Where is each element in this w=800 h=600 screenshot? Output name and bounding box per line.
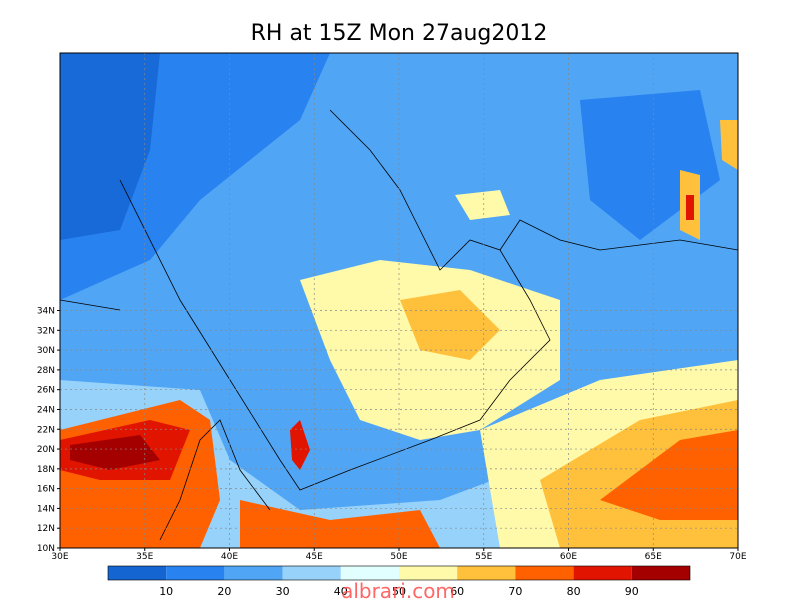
x-tick-label: 40E [221, 552, 238, 562]
colorbar-label: 10 [159, 585, 173, 598]
colorbar-swatch [108, 566, 167, 580]
x-tick-label: 30E [51, 552, 68, 562]
x-tick-label: 55E [475, 552, 492, 562]
colorbar-label: 20 [217, 585, 231, 598]
colorbar-label: 80 [567, 585, 581, 598]
rh-field [60, 53, 738, 548]
colorbar-swatch [515, 566, 574, 580]
colorbar: 10 20 30 40 50 60 70 80 90 [107, 565, 691, 598]
colorbar-swatch [399, 566, 458, 580]
y-tick-label: 18N [37, 465, 55, 475]
x-tick-label: 45E [306, 552, 323, 562]
gridlines [60, 53, 738, 548]
x-tick-label: 35E [136, 552, 153, 562]
colorbar-label: 40 [334, 585, 348, 598]
x-tick-label: 65E [645, 552, 662, 562]
y-tick-label: 26N [37, 386, 55, 396]
colorbar-label: 30 [276, 585, 290, 598]
y-tick-label: 34N [37, 307, 55, 317]
x-tick-label: 70E [729, 552, 746, 562]
y-tick-label: 32N [37, 326, 55, 336]
colorbar-label: 70 [508, 585, 522, 598]
title: RH at 15Z Mon 27aug2012 [251, 21, 548, 46]
colorbar-label: 60 [450, 585, 464, 598]
colorbar-swatch [573, 566, 632, 580]
colorbar-swatch [457, 566, 516, 580]
y-tick-label: 10N [37, 544, 55, 554]
y-tick-label: 22N [37, 425, 55, 435]
x-tick-label: 60E [560, 552, 577, 562]
colorbar-swatch [166, 566, 225, 580]
y-tick-label: 14N [37, 504, 55, 514]
colorbar-swatch [631, 566, 690, 580]
y-tick-label: 12N [37, 524, 55, 534]
y-tick-label: 16N [37, 485, 55, 495]
x-tick-label: 50E [390, 552, 407, 562]
colorbar-swatch [224, 566, 283, 580]
coastlines [59, 109, 739, 541]
colorbar-label: 50 [392, 585, 406, 598]
colorbar-swatch [340, 566, 399, 580]
y-tick-label: 24N [37, 405, 55, 415]
colorbar-label: 90 [625, 585, 639, 598]
y-tick-label: 20N [37, 445, 55, 455]
y-tick-label: 30N [37, 346, 55, 356]
colorbar-frame [107, 565, 691, 581]
watermark: albrari.com [341, 579, 455, 600]
axis-ticks: 30E 35E 40E 45E 50E 55E 60E 65E 70E 10N 12N 14N 16N 1… [37, 307, 747, 562]
colorbar-swatch [282, 566, 341, 580]
y-tick-label: 28N [37, 366, 55, 376]
